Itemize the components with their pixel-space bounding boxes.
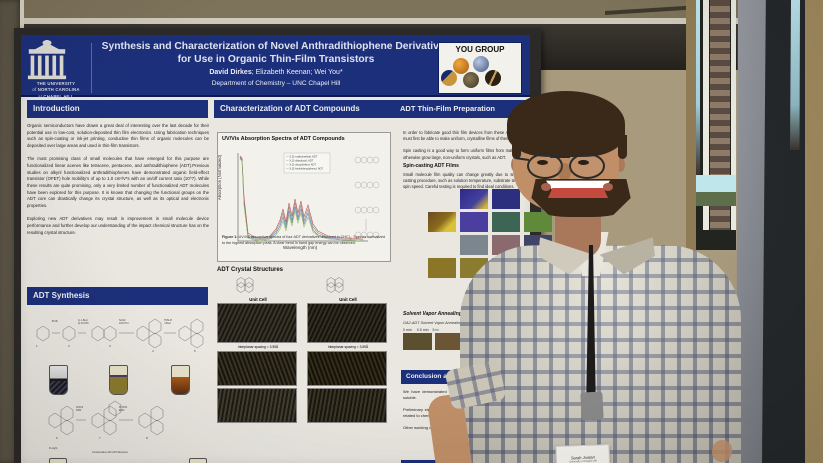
- svg-text:Condensation with ADT-diketone: Condensation with ADT-diketones: [92, 451, 129, 454]
- svg-text:Et3N: Et3N: [119, 409, 125, 412]
- svg-text:2: 2: [68, 344, 70, 348]
- svg-text:10% HCl: 10% HCl: [119, 322, 129, 325]
- svg-text:— X,11-diaryloctyl, ADT: — X,11-diaryloctyl, ADT: [286, 159, 314, 163]
- svg-text:7: 7: [99, 436, 101, 440]
- svg-text:2) R-CHO: 2) R-CHO: [78, 322, 89, 325]
- svg-text:Br Br: Br Br: [52, 319, 58, 323]
- svg-text:3: 3: [109, 344, 111, 348]
- svg-text:n-BuLi: n-BuLi: [164, 322, 171, 325]
- svg-text:8: 8: [146, 436, 148, 440]
- svg-text:— X,11-hexhlyhexylphenyl, ADT: — X,11-hexhlyhexylphenyl, ADT: [286, 167, 323, 171]
- svg-text:Absorption (Normalized): Absorption (Normalized): [218, 154, 222, 200]
- svg-text:6: 6: [56, 436, 58, 440]
- svg-text:1: 1: [36, 344, 38, 348]
- svg-text:4: 4: [152, 349, 154, 353]
- svg-text:DMF: DMF: [76, 409, 82, 412]
- svg-text:R-Light: R-Light: [49, 446, 58, 450]
- svg-text:5: 5: [194, 349, 196, 353]
- svg-text:— X,11-dicyclohhexl, ADT: — X,11-dicyclohhexl, ADT: [286, 163, 316, 167]
- svg-text:— X,11-mathylmethal, ADT: — X,11-mathylmethal, ADT: [286, 155, 318, 159]
